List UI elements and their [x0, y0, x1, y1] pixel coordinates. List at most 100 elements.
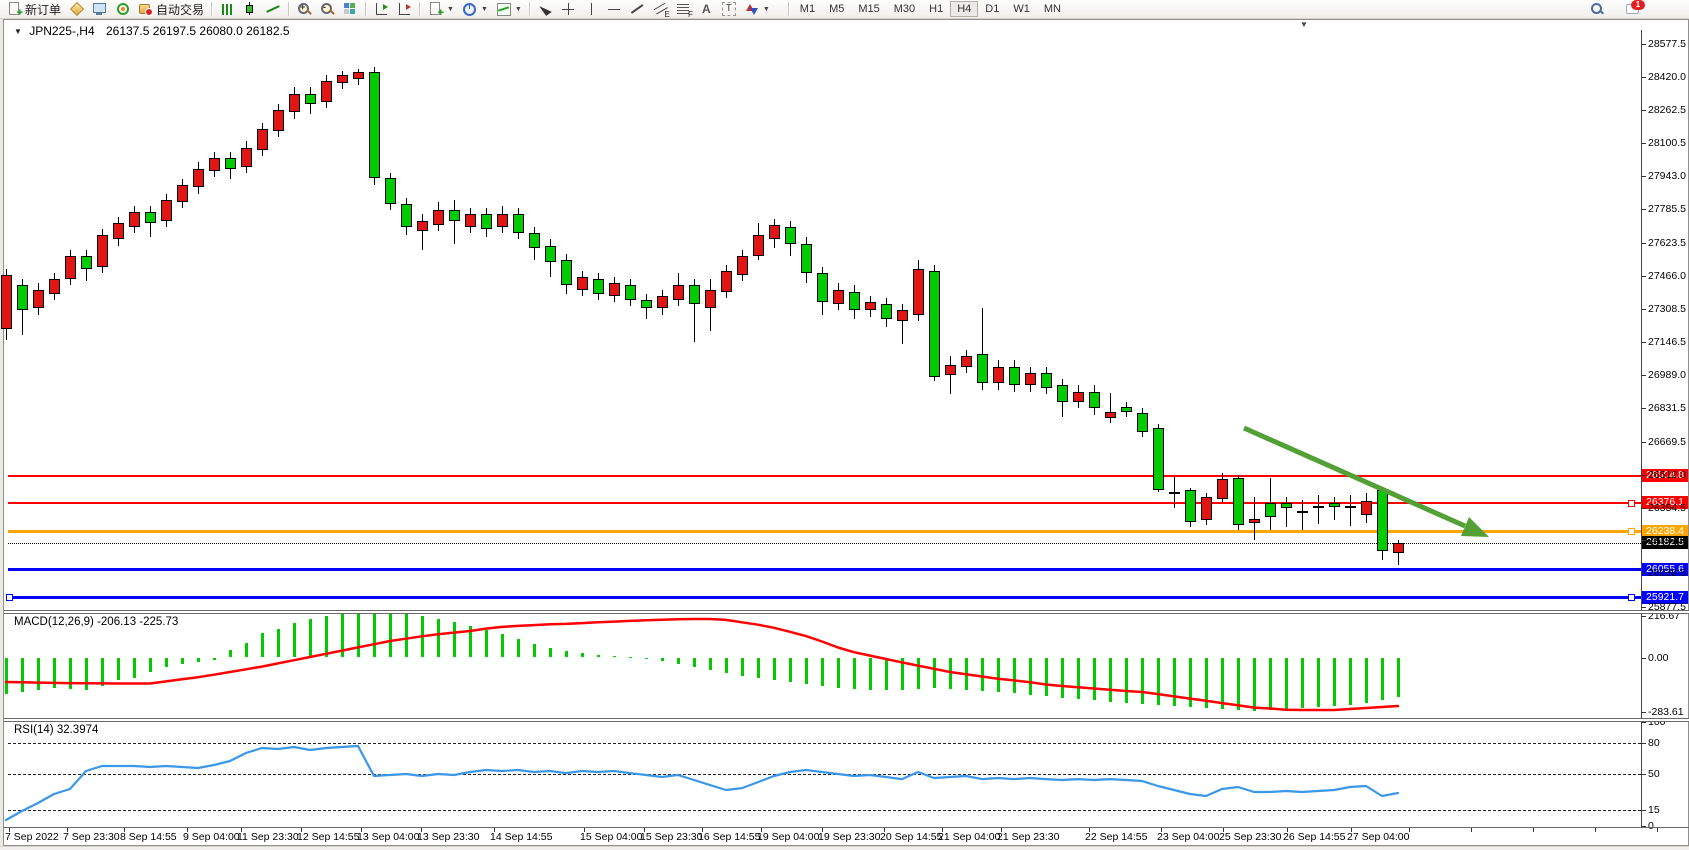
chart-shift-button[interactable] — [393, 1, 416, 18]
candle-body — [625, 285, 636, 300]
candle-body — [913, 268, 924, 315]
autotrade-button[interactable]: 自动交易 — [134, 1, 208, 18]
price-tick — [1641, 474, 1646, 476]
candle-body — [257, 128, 268, 150]
cursor-icon — [538, 2, 553, 16]
toolbar-separator — [211, 2, 214, 16]
toolbar-separator — [365, 2, 368, 16]
toolbar-separator — [528, 2, 531, 16]
tf-h1-button[interactable]: H1 — [929, 3, 944, 15]
tf-m30-button[interactable]: M30 — [893, 3, 916, 15]
price-tick — [1641, 308, 1646, 310]
candlestick-chart-button[interactable] — [239, 1, 262, 18]
candle-body — [945, 364, 956, 376]
line-chart-button[interactable] — [262, 1, 285, 18]
macd-bar — [965, 657, 968, 690]
pane-divider-rsi[interactable] — [4, 718, 1689, 722]
candle-doji-body — [1345, 506, 1356, 509]
chevron-down-icon: ▼ — [762, 5, 770, 13]
time-tick — [421, 828, 422, 832]
pane-divider-macd[interactable] — [4, 610, 1689, 614]
tile-windows-button[interactable] — [339, 1, 362, 18]
candle-body — [737, 256, 748, 275]
line-handle[interactable] — [1628, 594, 1635, 602]
candle-body — [401, 204, 412, 227]
horizontal-line-tool-button[interactable] — [603, 1, 626, 18]
price-tick-label: 28262.5 — [1648, 103, 1686, 116]
text-label-tool-button[interactable]: T — [718, 1, 740, 18]
time-label: 19 Sep 04:00 — [757, 831, 820, 843]
macd-bar — [261, 633, 264, 658]
candle-body — [817, 272, 828, 303]
crosshair-icon — [561, 2, 576, 16]
price-tick — [1641, 540, 1646, 542]
tf-h4-button[interactable]: H4 — [950, 1, 979, 17]
zoom-out-button[interactable]: - — [316, 1, 339, 18]
time-tick — [1161, 828, 1162, 832]
price-tick-label: 27623.5 — [1648, 236, 1686, 249]
collapse-arrow-icon[interactable]: ▼ — [14, 27, 22, 36]
crosshair-tool-button[interactable] — [557, 1, 580, 18]
rsi-tick-label: 80 — [1648, 737, 1660, 749]
metaeditor-button[interactable] — [65, 1, 88, 18]
new-order-button[interactable]: 新订单 — [3, 1, 65, 19]
price-tick-label: 26354.5 — [1648, 501, 1686, 514]
macd-bar — [453, 621, 456, 658]
tf-d1-button[interactable]: D1 — [985, 3, 1000, 15]
hline-25921.7[interactable] — [8, 596, 1641, 600]
hline-26055.6[interactable] — [8, 568, 1641, 572]
candle-body — [49, 279, 60, 294]
candle-body — [977, 354, 988, 384]
signals-button[interactable] — [111, 1, 134, 18]
search-button[interactable] — [1585, 1, 1608, 18]
candle-wick — [694, 279, 695, 342]
tf-m15-button[interactable]: M15 — [858, 3, 880, 15]
macd-bar — [1269, 657, 1272, 710]
tf-m5-button[interactable]: M5 — [829, 3, 845, 15]
vertical-line-tool-button[interactable] — [580, 1, 603, 18]
candle-body — [529, 233, 540, 248]
hline-26238.4[interactable] — [8, 530, 1641, 534]
line-handle[interactable] — [6, 594, 13, 602]
tf-mn-button[interactable]: MN — [1043, 3, 1061, 15]
candle-doji-body — [1169, 492, 1180, 495]
trendline-tool-button[interactable] — [626, 1, 649, 18]
macd-bar — [405, 613, 408, 658]
auto-scroll-button[interactable] — [370, 1, 393, 18]
chat-button[interactable]: 1 — [1622, 0, 1645, 18]
ohlc-values: 26137.5 26197.5 26080.0 26182.5 — [105, 24, 290, 38]
market-watch-button[interactable] — [88, 1, 111, 18]
macd-bar — [501, 633, 504, 658]
price-tick-label: 26669.5 — [1648, 435, 1686, 448]
time-label: 27 Sep 04:00 — [1347, 831, 1410, 843]
time-tick — [1223, 828, 1224, 832]
zoom-in-button[interactable]: + — [293, 1, 316, 18]
candle-body — [113, 222, 124, 240]
fibonacci-tool-button[interactable]: F — [672, 1, 695, 19]
candle-body — [129, 212, 140, 227]
channel-tool-button[interactable]: E — [649, 1, 672, 19]
line-handle[interactable] — [1628, 528, 1635, 536]
macd-bar — [5, 657, 8, 694]
text-tool-button[interactable]: A — [695, 1, 718, 18]
macd-bar — [853, 657, 856, 689]
chart-shift-marker[interactable]: ▼ — [1300, 20, 1308, 29]
cursor-tool-button[interactable] — [534, 1, 557, 18]
hline-26376.1[interactable] — [8, 502, 1641, 505]
hline-26504.8[interactable] — [8, 475, 1641, 478]
arrows-tool-button[interactable]: ▼ — [740, 1, 774, 18]
hline-26182.5[interactable] — [8, 542, 1641, 544]
candle-body — [1217, 479, 1228, 500]
candle-body — [1057, 385, 1068, 403]
new-chart-button[interactable]: ▼ — [424, 1, 458, 19]
periods-button[interactable]: ▼ — [458, 1, 492, 18]
tf-m1-button[interactable]: M1 — [799, 3, 816, 15]
tf-w1-button[interactable]: W1 — [1013, 3, 1030, 15]
line-handle[interactable] — [1628, 499, 1635, 507]
price-tick — [1641, 76, 1646, 78]
bar-chart-button[interactable] — [216, 1, 239, 18]
candle-body — [865, 302, 876, 311]
toolbar-separator — [288, 2, 291, 16]
indicators-button[interactable]: ▼ — [492, 1, 526, 18]
candle-wick — [1318, 495, 1319, 525]
